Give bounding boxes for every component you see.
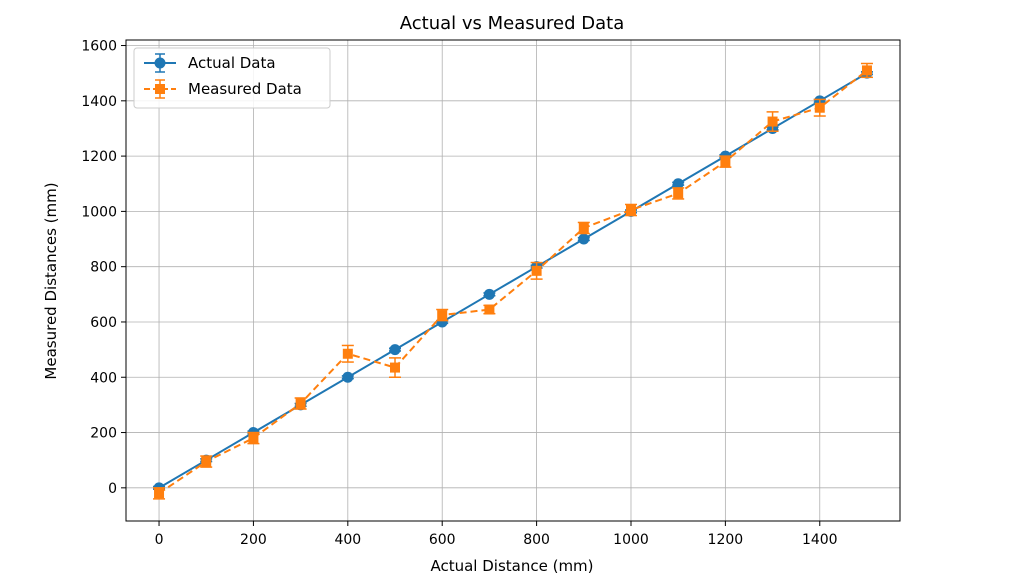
y-axis-label: Measured Distances (mm) [42, 182, 60, 379]
data-point [673, 188, 684, 199]
data-point [531, 265, 542, 276]
plot-frame [125, 39, 901, 522]
x-tick-label: 400 [334, 532, 361, 548]
data-point [154, 488, 165, 499]
data-point [437, 310, 448, 321]
y-tick-label: 0 [108, 481, 117, 497]
legend: Actual Data Measured Data [133, 47, 331, 109]
data-point [720, 156, 731, 167]
legend-marker [155, 84, 165, 94]
y-tick-label: 400 [90, 370, 117, 386]
x-tick-label: 1400 [802, 532, 838, 548]
data-point [625, 205, 636, 216]
series-1 [153, 62, 873, 500]
x-tick-label: 200 [240, 532, 267, 548]
data-point [484, 304, 495, 315]
y-tick-label: 1200 [81, 149, 117, 165]
x-axis-label: Actual Distance (mm) [430, 557, 593, 575]
x-tick-label: 1000 [613, 532, 649, 548]
y-tick-label: 200 [90, 426, 117, 442]
x-tick-label: 1200 [708, 532, 744, 548]
y-tick-label: 1400 [81, 94, 117, 110]
data-point [389, 344, 401, 356]
grid-lines [126, 40, 900, 521]
legend-marker [154, 57, 166, 69]
data-point [767, 116, 778, 127]
y-tick-label: 600 [90, 315, 117, 331]
x-tick-label: 0 [155, 532, 164, 548]
chart-title: Actual vs Measured Data [400, 13, 625, 34]
data-point [248, 433, 259, 444]
data-point [578, 233, 590, 245]
y-axis-ticks: 0 200 400 600 800 1000 1200 1400 1600 [81, 39, 126, 497]
legend-label: Actual Data [188, 54, 276, 72]
data-point [672, 178, 684, 190]
data-point [814, 102, 825, 113]
series-line [158, 72, 868, 489]
x-axis-ticks: 0 200 400 600 800 1000 1200 1400 [155, 521, 838, 548]
data-point [342, 348, 353, 359]
data-point [201, 456, 212, 467]
legend-label: Measured Data [188, 80, 302, 98]
x-tick-label: 800 [523, 532, 550, 548]
legend-box [133, 47, 331, 109]
data-point [578, 222, 589, 233]
series-layer [153, 62, 873, 500]
data-point [861, 65, 872, 76]
data-point [295, 398, 306, 409]
series-line [158, 69, 868, 495]
y-tick-label: 800 [90, 260, 117, 276]
data-point [390, 362, 401, 373]
y-tick-label: 1600 [81, 39, 117, 55]
y-tick-label: 1000 [81, 204, 117, 220]
data-point [342, 371, 354, 383]
x-tick-label: 600 [429, 532, 456, 548]
series-0 [153, 67, 873, 494]
data-point [483, 288, 495, 300]
